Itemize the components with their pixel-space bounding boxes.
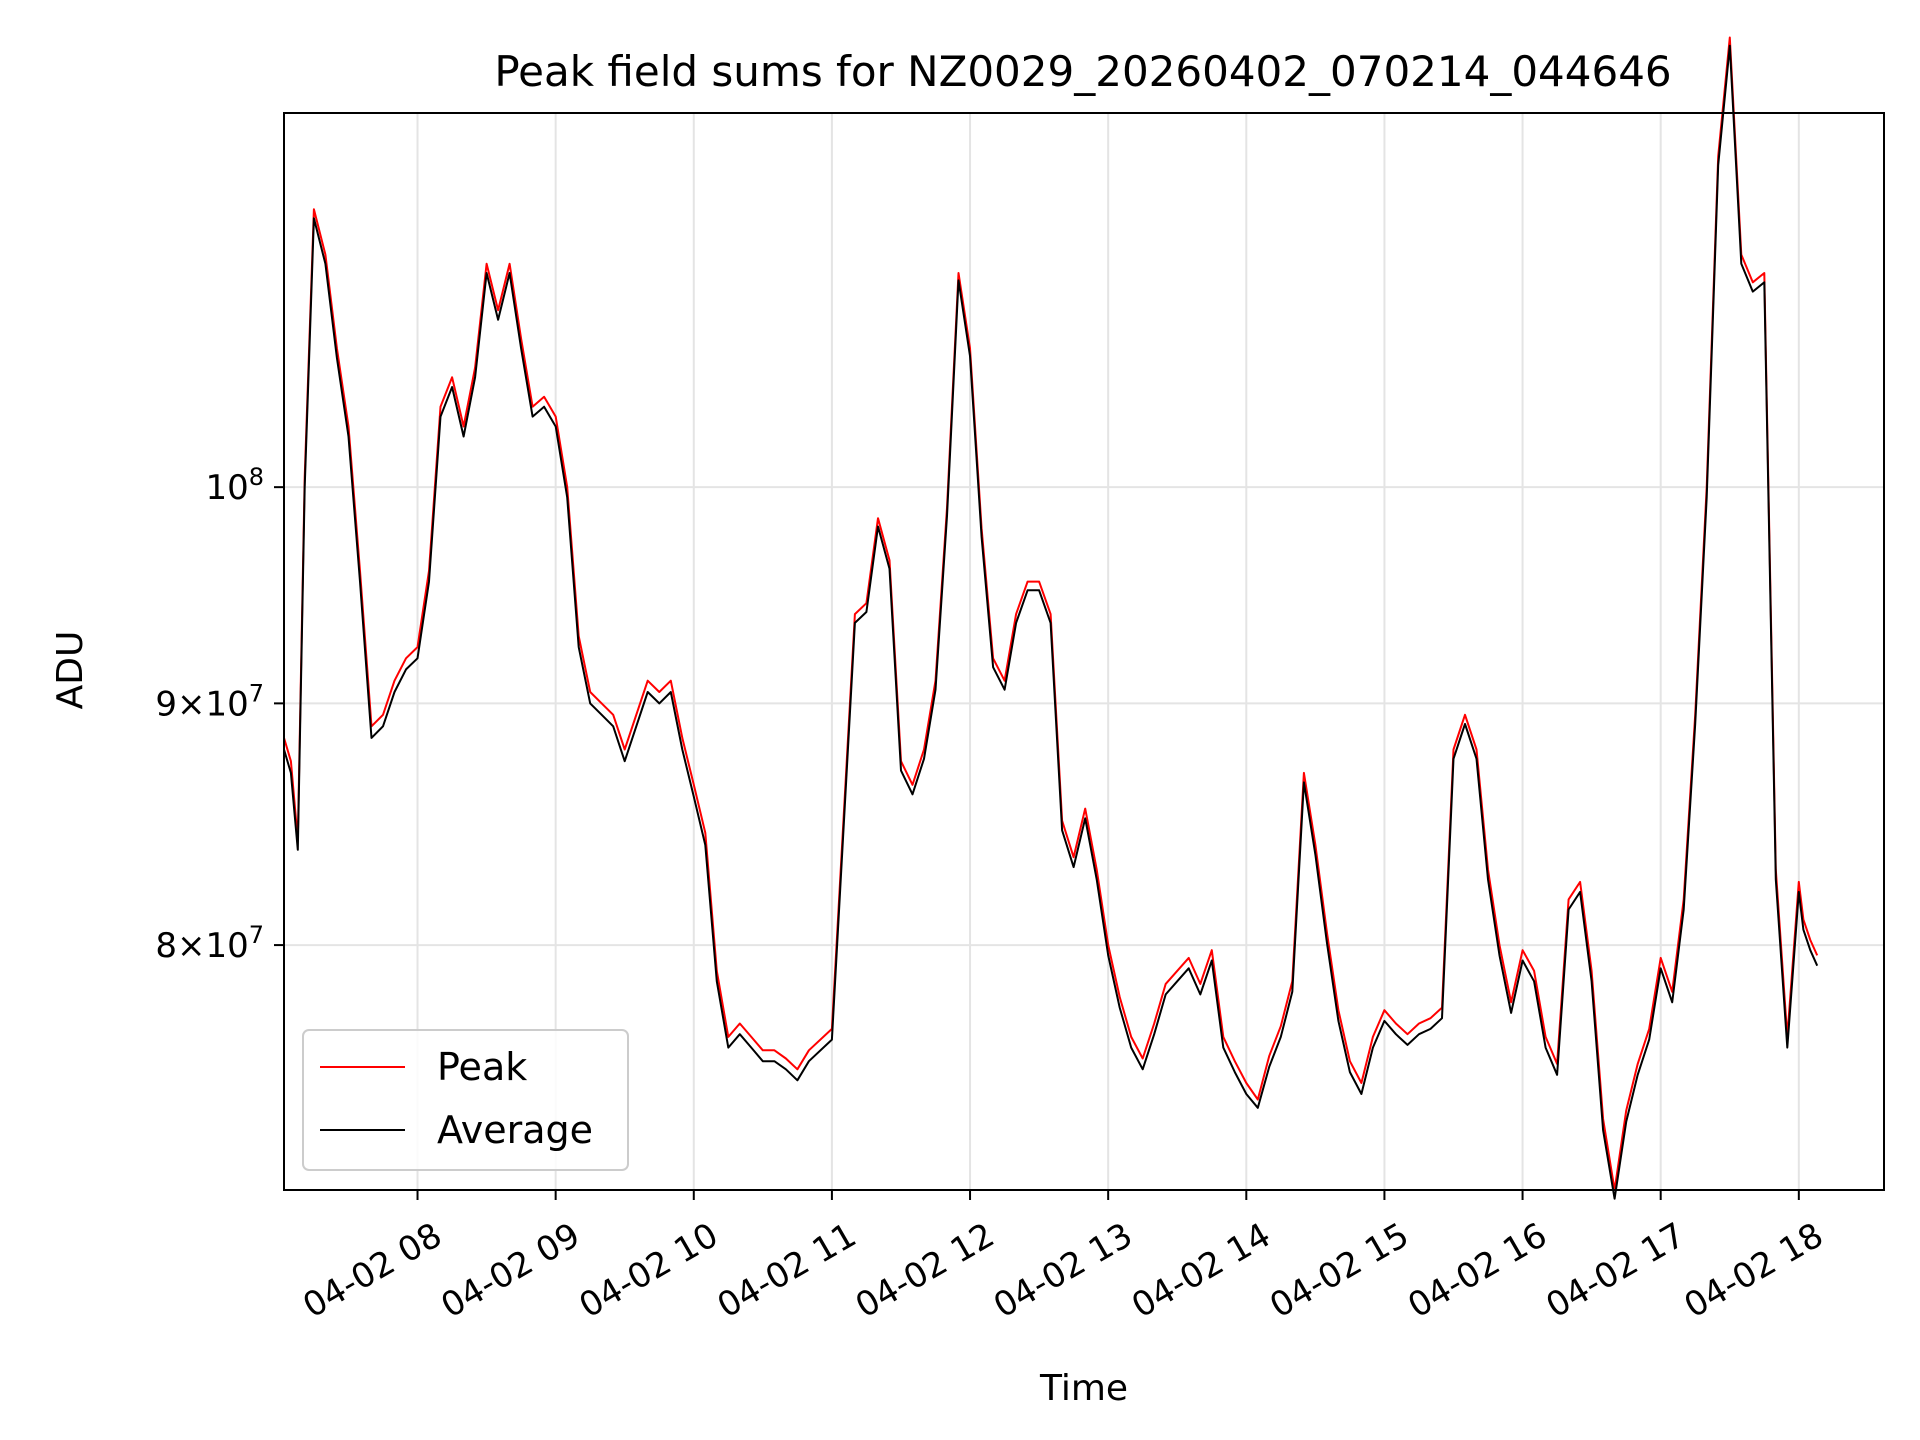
x-tick-label: 04-02 12 xyxy=(849,1215,1001,1326)
series-lines xyxy=(283,36,1819,1200)
y-tick-label: 108 xyxy=(205,463,264,508)
y-axis: 8×107 9×107 108 xyxy=(155,463,284,966)
legend-label-peak: Peak xyxy=(437,1045,527,1089)
series-line-average xyxy=(283,44,1819,1200)
x-tick-label: 04-02 13 xyxy=(987,1215,1139,1326)
legend-label-average: Average xyxy=(437,1108,593,1152)
legend-box xyxy=(302,1029,629,1171)
x-tick-label: 04-02 09 xyxy=(435,1215,587,1326)
x-tick-label: 04-02 14 xyxy=(1125,1215,1277,1326)
y-axis-label: ADU xyxy=(50,631,91,710)
x-axis-label: Time xyxy=(1039,1368,1128,1409)
plot-frame xyxy=(283,112,1885,1191)
x-tick-label: 04-02 08 xyxy=(296,1215,448,1326)
x-tick-label: 04-02 16 xyxy=(1401,1215,1553,1326)
series-line-peak xyxy=(283,36,1819,1191)
x-tick-label: 04-02 11 xyxy=(711,1215,863,1326)
x-tick-label: 04-02 10 xyxy=(573,1215,725,1326)
y-tick-label: 9×107 xyxy=(155,679,264,724)
y-tick-label: 8×107 xyxy=(155,921,264,966)
chart-title: Peak field sums for NZ0029_20260402_0702… xyxy=(494,47,1671,96)
legend: Peak Average xyxy=(302,1029,629,1171)
x-tick-label: 04-02 17 xyxy=(1540,1215,1692,1326)
x-tick-label: 04-02 15 xyxy=(1263,1215,1415,1326)
grid xyxy=(284,113,1884,1190)
x-tick-label: 04-02 18 xyxy=(1678,1215,1830,1326)
